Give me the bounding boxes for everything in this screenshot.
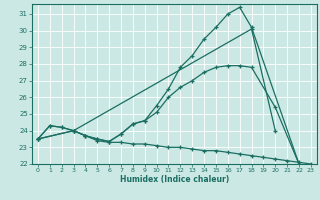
- X-axis label: Humidex (Indice chaleur): Humidex (Indice chaleur): [120, 175, 229, 184]
